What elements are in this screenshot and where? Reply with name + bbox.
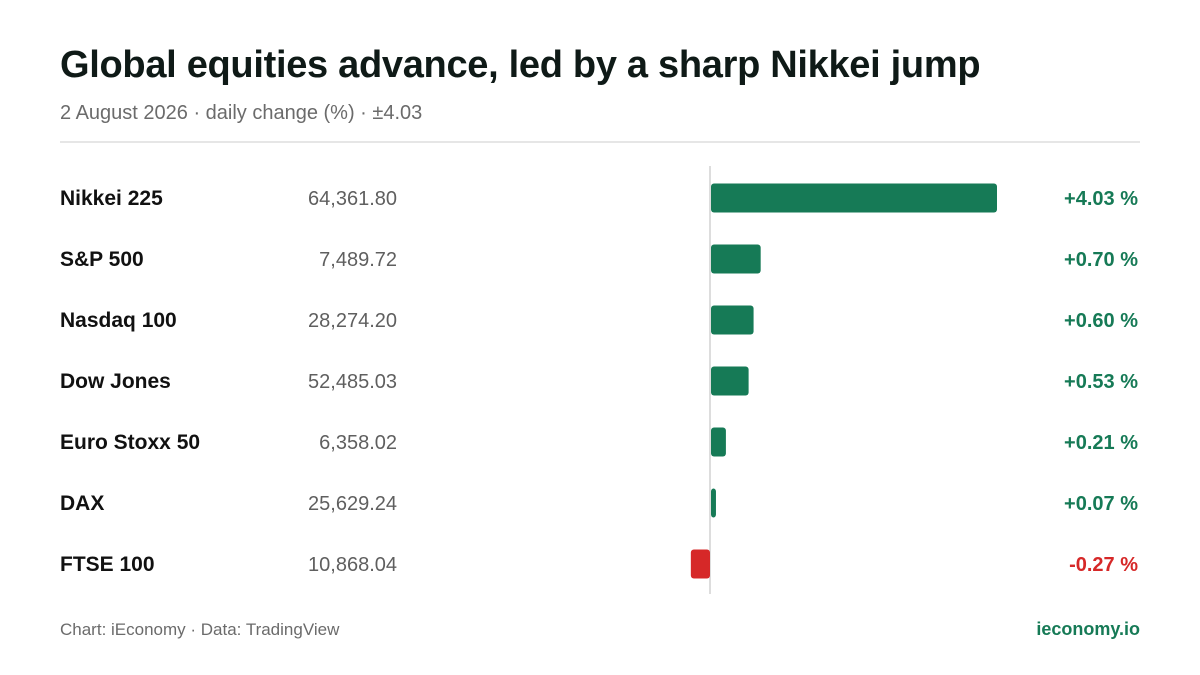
change-bar bbox=[711, 183, 997, 213]
index-name-label: Nasdaq 100 bbox=[60, 309, 177, 332]
index-name-label: S&P 500 bbox=[60, 248, 144, 271]
change-value-label: +0.07 % bbox=[1064, 493, 1138, 515]
change-value-label: +0.60 % bbox=[1064, 310, 1138, 332]
index-level-label: 64,361.80 bbox=[308, 188, 397, 210]
index-name-label: Nikkei 225 bbox=[60, 187, 163, 210]
footer-brand-link[interactable]: ieconomy.io bbox=[1036, 619, 1140, 639]
index-level-label: 7,489.72 bbox=[319, 249, 397, 271]
change-value-label: -0.27 % bbox=[1069, 554, 1138, 576]
change-value-label: +0.21 % bbox=[1064, 432, 1138, 454]
index-level-label: 6,358.02 bbox=[319, 432, 397, 454]
index-name-label: Euro Stoxx 50 bbox=[60, 431, 200, 454]
index-level-label: 52,485.03 bbox=[308, 371, 397, 393]
chart-subtitle: 2 August 2026 · daily change (%) · ±4.03 bbox=[60, 102, 423, 124]
index-level-label: 28,274.20 bbox=[308, 310, 397, 332]
change-bar bbox=[711, 427, 726, 457]
change-bar bbox=[711, 366, 749, 396]
change-bar bbox=[690, 549, 710, 579]
index-level-label: 10,868.04 bbox=[308, 554, 397, 576]
index-name-label: Dow Jones bbox=[60, 370, 171, 393]
chart-title: Global equities advance, led by a sharp … bbox=[60, 44, 981, 86]
change-value-label: +0.53 % bbox=[1064, 371, 1138, 393]
change-bar bbox=[711, 305, 754, 335]
change-value-label: +4.03 % bbox=[1064, 188, 1138, 210]
change-bar bbox=[711, 244, 761, 274]
index-name-label: DAX bbox=[60, 492, 104, 515]
change-value-label: +0.70 % bbox=[1064, 249, 1138, 271]
index-name-label: FTSE 100 bbox=[60, 553, 155, 576]
footer-source: Chart: iEconomy · Data: TradingView bbox=[60, 620, 340, 639]
change-bar bbox=[711, 488, 716, 518]
header-divider bbox=[60, 141, 1140, 143]
index-level-label: 25,629.24 bbox=[308, 493, 397, 515]
